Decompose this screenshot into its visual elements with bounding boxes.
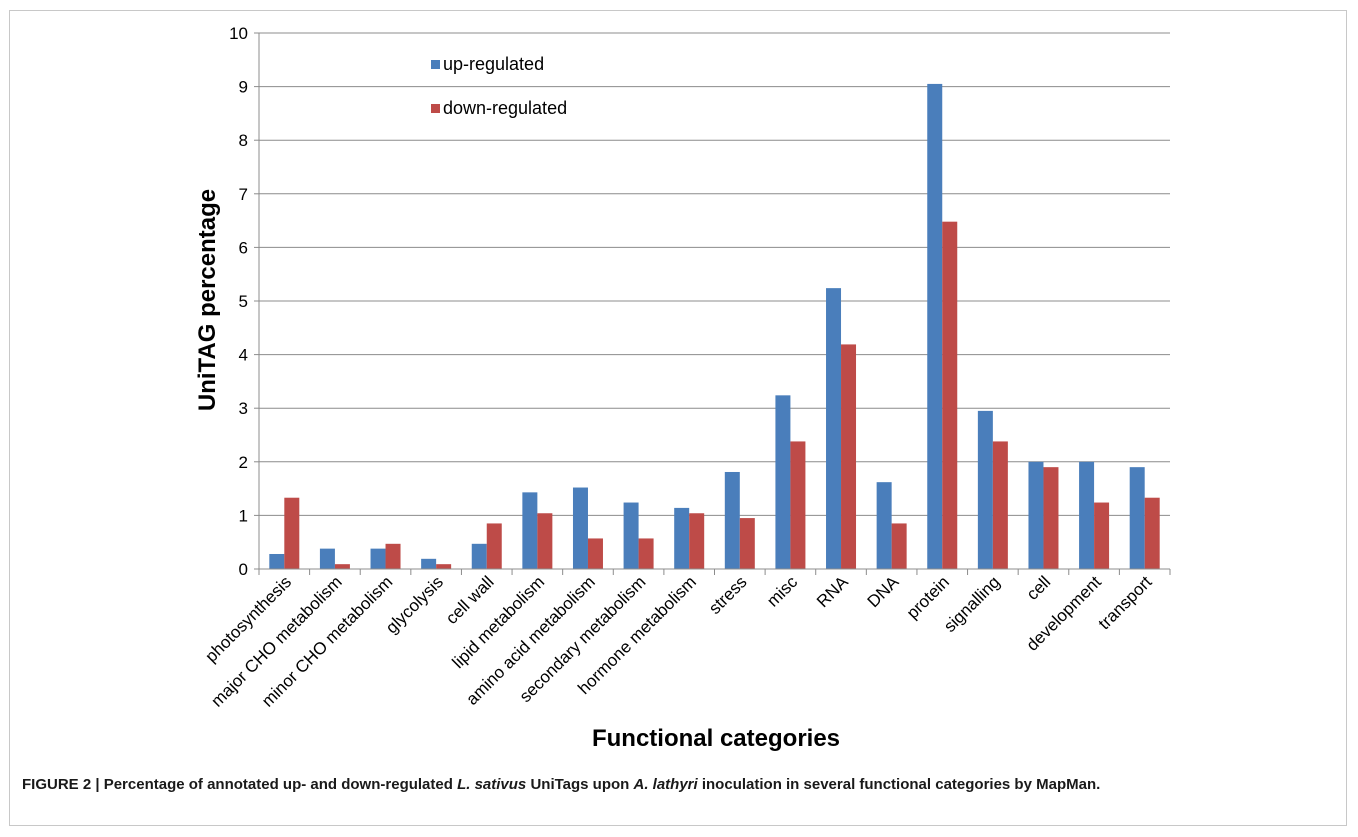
caption-species-2: A. lathyri [633, 776, 698, 793]
caption-text-2: UniTags upon [526, 776, 634, 793]
bar-up-regulated-photosynthesis [269, 553, 285, 569]
bar-up-regulated-major-CHO-metabolism [319, 548, 335, 569]
bar-down-regulated-cell [1043, 467, 1059, 569]
bar-up-regulated-signalling [977, 410, 993, 569]
y-tick-label: 4 [239, 346, 248, 365]
x-tick-label: stress [705, 572, 750, 617]
bar-down-regulated-secondary-metabolism [638, 538, 654, 569]
x-tick-label: signalling [940, 572, 1004, 636]
bar-down-regulated-development [1094, 502, 1110, 569]
bar-down-regulated-DNA [891, 523, 907, 569]
x-tick-label: RNA [813, 572, 852, 611]
bar-down-regulated-RNA [841, 344, 857, 569]
x-axis-title: Functional categories [592, 725, 840, 752]
bar-down-regulated-photosynthesis [284, 497, 300, 569]
caption-text-3: inoculation in several functional catego… [697, 776, 1101, 793]
bar-up-regulated-hormone-metabolism [674, 507, 690, 569]
y-axis-title: UniTAG percentage [194, 189, 221, 411]
bar-down-regulated-signalling [992, 441, 1008, 569]
bar-up-regulated-development [1079, 461, 1095, 569]
y-tick-label: 1 [239, 506, 248, 525]
x-tick-label: cell [1023, 572, 1054, 603]
bar-up-regulated-minor-CHO-metabolism [370, 548, 386, 569]
x-tick-label: lipid metabolism [449, 572, 549, 672]
bar-up-regulated-protein [927, 83, 943, 570]
bar-up-regulated-glycolysis [421, 558, 437, 569]
bar-up-regulated-transport [1129, 467, 1145, 569]
bar-up-regulated-amino-acid-metabolism [572, 487, 588, 569]
legend-swatch-up-regulated [431, 60, 440, 69]
bar-up-regulated-RNA [826, 288, 842, 569]
bar-up-regulated-DNA [876, 482, 892, 569]
legend-label-up-regulated: up-regulated [443, 54, 544, 74]
y-tick-label: 0 [239, 560, 248, 579]
bar-down-regulated-glycolysis [436, 564, 452, 569]
legend-swatch-down-regulated [431, 104, 440, 113]
bar-down-regulated-hormone-metabolism [689, 513, 705, 569]
bars [269, 83, 1160, 570]
bar-up-regulated-stress [724, 471, 740, 569]
legend-label-down-regulated: down-regulated [443, 98, 567, 118]
bar-down-regulated-cell-wall [486, 523, 502, 569]
bar-down-regulated-amino-acid-metabolism [587, 538, 603, 569]
axes [254, 32, 1171, 575]
bar-up-regulated-misc [775, 395, 791, 569]
caption-species-1: L. sativus [457, 776, 527, 793]
x-tick-label: transport [1095, 572, 1156, 633]
bar-down-regulated-major-CHO-metabolism [334, 564, 350, 569]
bar-down-regulated-misc [790, 441, 806, 569]
x-tick-label: photosynthesis [202, 572, 296, 666]
bar-down-regulated-transport [1144, 497, 1160, 569]
y-tick-label: 3 [239, 399, 248, 418]
bar-up-regulated-lipid-metabolism [522, 492, 538, 569]
bar-up-regulated-cell [1028, 461, 1044, 569]
figure-frame [9, 10, 1347, 826]
x-tick-label: protein [903, 572, 953, 622]
y-tick-label: 10 [229, 24, 248, 43]
bar-down-regulated-protein [942, 221, 958, 569]
gridlines [259, 32, 1170, 516]
legend: up-regulated down-regulated [431, 54, 567, 118]
x-tick-label: misc [763, 572, 801, 610]
y-tick-label: 2 [239, 453, 248, 472]
bar-down-regulated-minor-CHO-metabolism [385, 543, 401, 569]
bar-down-regulated-lipid-metabolism [537, 513, 553, 569]
bar-down-regulated-stress [739, 518, 755, 569]
x-tick-label: DNA [864, 572, 903, 611]
y-tick-label: 6 [239, 238, 248, 257]
y-tick-label: 7 [239, 185, 248, 204]
bar-up-regulated-cell-wall [471, 543, 487, 569]
caption-text-1: FIGURE 2 | Percentage of annotated up- a… [22, 776, 458, 793]
figure-caption: FIGURE 2 | Percentage of annotated up- a… [22, 773, 1332, 797]
y-tick-label: 5 [239, 292, 248, 311]
y-tick-label: 8 [239, 131, 248, 150]
bar-up-regulated-secondary-metabolism [623, 502, 639, 569]
y-tick-label: 9 [239, 78, 248, 97]
